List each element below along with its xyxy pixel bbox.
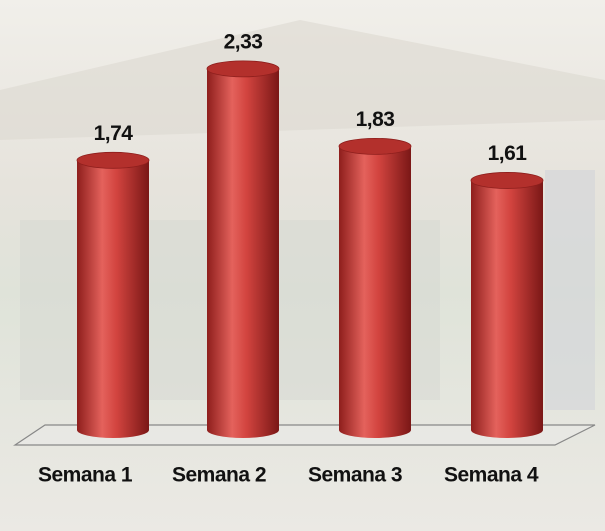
plot: 1,74 Semana 1 2,33 Semana 2 1,83 Semana 3 1,61… [38,30,544,487]
cylinder-body [207,68,279,438]
cylinder-top [206,60,280,78]
x-tick-label: Semana 3 [308,464,402,487]
cylinder-body [339,146,411,438]
value-label: 1,74 [94,122,134,145]
cylinder-top [76,151,150,169]
floor [13,424,596,446]
background-roof [0,20,605,140]
value-label: 1,61 [488,142,528,165]
x-tick-label: Semana 4 [444,464,539,487]
x-tick-label: Semana 1 [38,464,133,487]
cylinder-top [470,172,544,189]
cylinder-body [471,180,543,438]
value-label: 1,83 [356,108,395,131]
x-tick-label: Semana 2 [172,464,266,487]
background-figure [545,170,595,410]
value-label: 2,33 [224,30,263,53]
cylinder-top [338,137,412,155]
cylinder-body [77,160,149,439]
